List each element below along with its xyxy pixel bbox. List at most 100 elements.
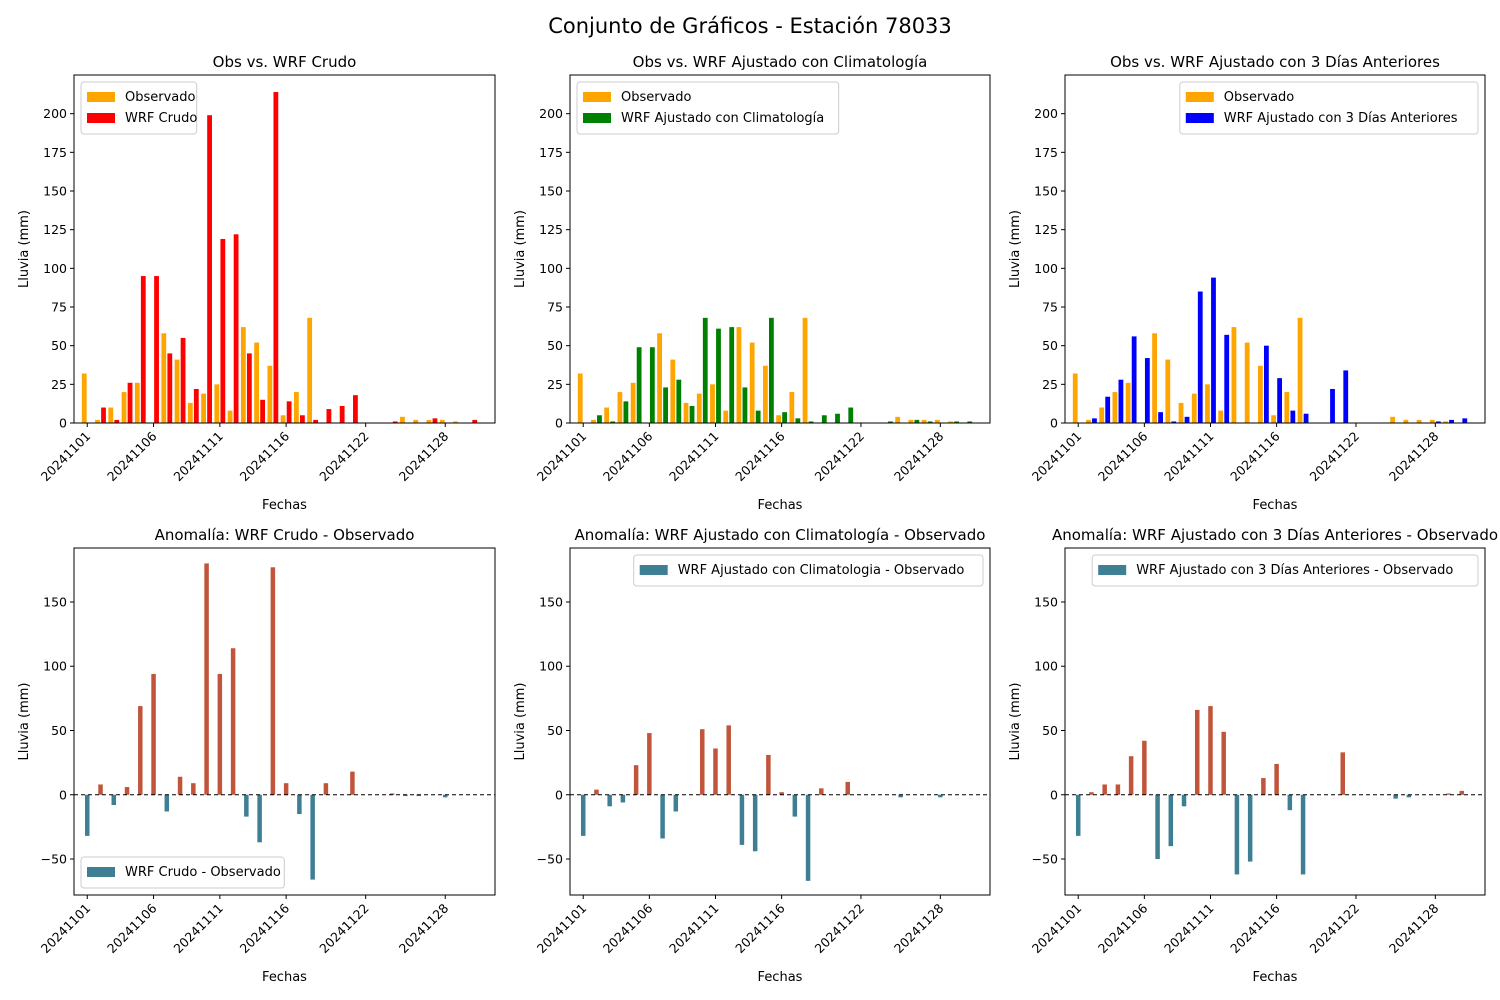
anomaly-bar [1075,794,1081,836]
axes-frame [569,74,991,424]
legend-swatch [639,565,668,575]
bar-observado [267,365,273,423]
bar-observado [453,421,458,423]
chart-panel-4: Anomalía: WRF Crudo - Observado −50 0 50 100… [17,526,496,985]
anomaly-bar [217,673,223,795]
anomaly-bar [845,781,850,795]
bar-observado [161,333,167,423]
bar-wrf [927,421,933,423]
bar-observado [948,421,953,423]
anomaly-bar [1247,794,1253,862]
bar-observado [1416,419,1422,423]
bar-wrf [313,419,319,423]
x-tick-label: 20241111 [170,429,226,485]
bar-wrf [729,327,735,423]
bar-observado [439,419,445,423]
bar-wrf [472,419,478,423]
y-tick-label: 100 [43,659,67,674]
bar-observado [413,419,419,423]
legend-box [576,81,840,135]
anomaly-bar [257,794,262,843]
bar-wrf [808,421,814,423]
anomaly-bar [1300,794,1306,875]
x-axis-label: Fechas [1253,498,1298,513]
bar-observado [1072,373,1078,423]
x-tick-label: 20241122 [316,901,372,957]
legend-label: WRF Ajustado con Climatología [621,111,824,126]
legend-swatch [1185,92,1214,102]
bar-wrf [154,276,159,423]
bar-observado [762,365,768,423]
y-tick-label: 50 [547,723,563,738]
y-tick-label: 75 [51,300,67,315]
anomaly-bar [1446,793,1451,795]
y-tick-label: 50 [547,338,563,353]
y-tick-label: 100 [539,659,563,674]
y-tick-label: 25 [51,377,67,392]
x-axis: 20241101 20241106 20241111 20241116 20241122… [1029,895,1441,985]
bars-group [81,92,478,424]
y-tick-label: 50 [51,723,67,738]
anomaly-bar [1181,794,1187,807]
bars-group [580,725,943,881]
anomaly-bar [270,567,276,795]
bar-wrf [1092,418,1097,423]
anomaly-bar [1102,784,1107,795]
bar-wrf [742,387,748,423]
x-tick-label: 20241111 [1161,901,1217,957]
anomaly-bar [752,794,758,852]
anomaly-bar [244,794,249,817]
anomaly-bar [700,729,705,795]
bar-observado [400,416,405,423]
anomaly-bar [230,648,236,795]
bar-observado [577,373,583,423]
bar-wrf [967,421,973,423]
anomaly-bar [1274,763,1279,795]
bar-wrf [663,387,668,423]
bar-observado [617,392,623,423]
y-tick-label: 100 [43,261,67,276]
bar-wrf [623,401,629,423]
x-tick-label: 20241106 [1095,900,1151,956]
bar-observado [426,419,432,423]
bar-wrf [689,405,695,423]
y-tick-label: 175 [43,145,67,160]
bar-observado [307,317,313,423]
x-tick-label: 20241101 [534,429,590,485]
anomaly-bar [1340,752,1345,795]
anomaly-bar [607,794,612,807]
bar-wrf [339,405,345,423]
anomaly-bar [594,789,599,795]
anomaly-bar [204,563,209,795]
axes-frame [73,74,496,424]
anomaly-bar [151,673,156,795]
legend-label: WRF Ajustado con 3 Días Anteriores [1224,111,1458,126]
bar-observado [121,392,127,423]
anomaly-bar [111,794,117,806]
y-axis-label: Lluvia (mm) [1008,210,1023,288]
bar-wrf [299,415,305,423]
bar-observado [1191,393,1197,423]
anomaly-bar [310,794,315,880]
anomaly-bar [297,794,302,815]
bar-wrf [1224,334,1230,423]
x-tick-label: 20241101 [38,901,94,957]
anomaly-bar [580,794,586,836]
x-tick-label: 20241116 [237,428,293,484]
y-tick-label: 150 [1034,594,1058,609]
bar-observado [1244,342,1250,423]
y-tick-label: 50 [1042,723,1058,738]
bar-observado [1112,392,1118,423]
bar-wrf [432,418,438,423]
bar-observado [736,327,742,423]
anomaly-bar [938,794,943,798]
bar-observado [776,415,782,423]
legend-label: WRF Ajustado con 3 Días Anteriores - Obs… [1136,563,1453,578]
chart-panel-2: Obs vs. WRF Ajustado con Climatología 0 25… [513,53,991,513]
y-tick-label: 100 [539,261,563,276]
x-tick-label: 20241122 [1306,901,1362,957]
y-axis-label: Lluvia (mm) [513,210,528,288]
bar-wrf [273,92,279,423]
bar-wrf [835,413,840,423]
y-tick-label: 200 [539,106,563,121]
